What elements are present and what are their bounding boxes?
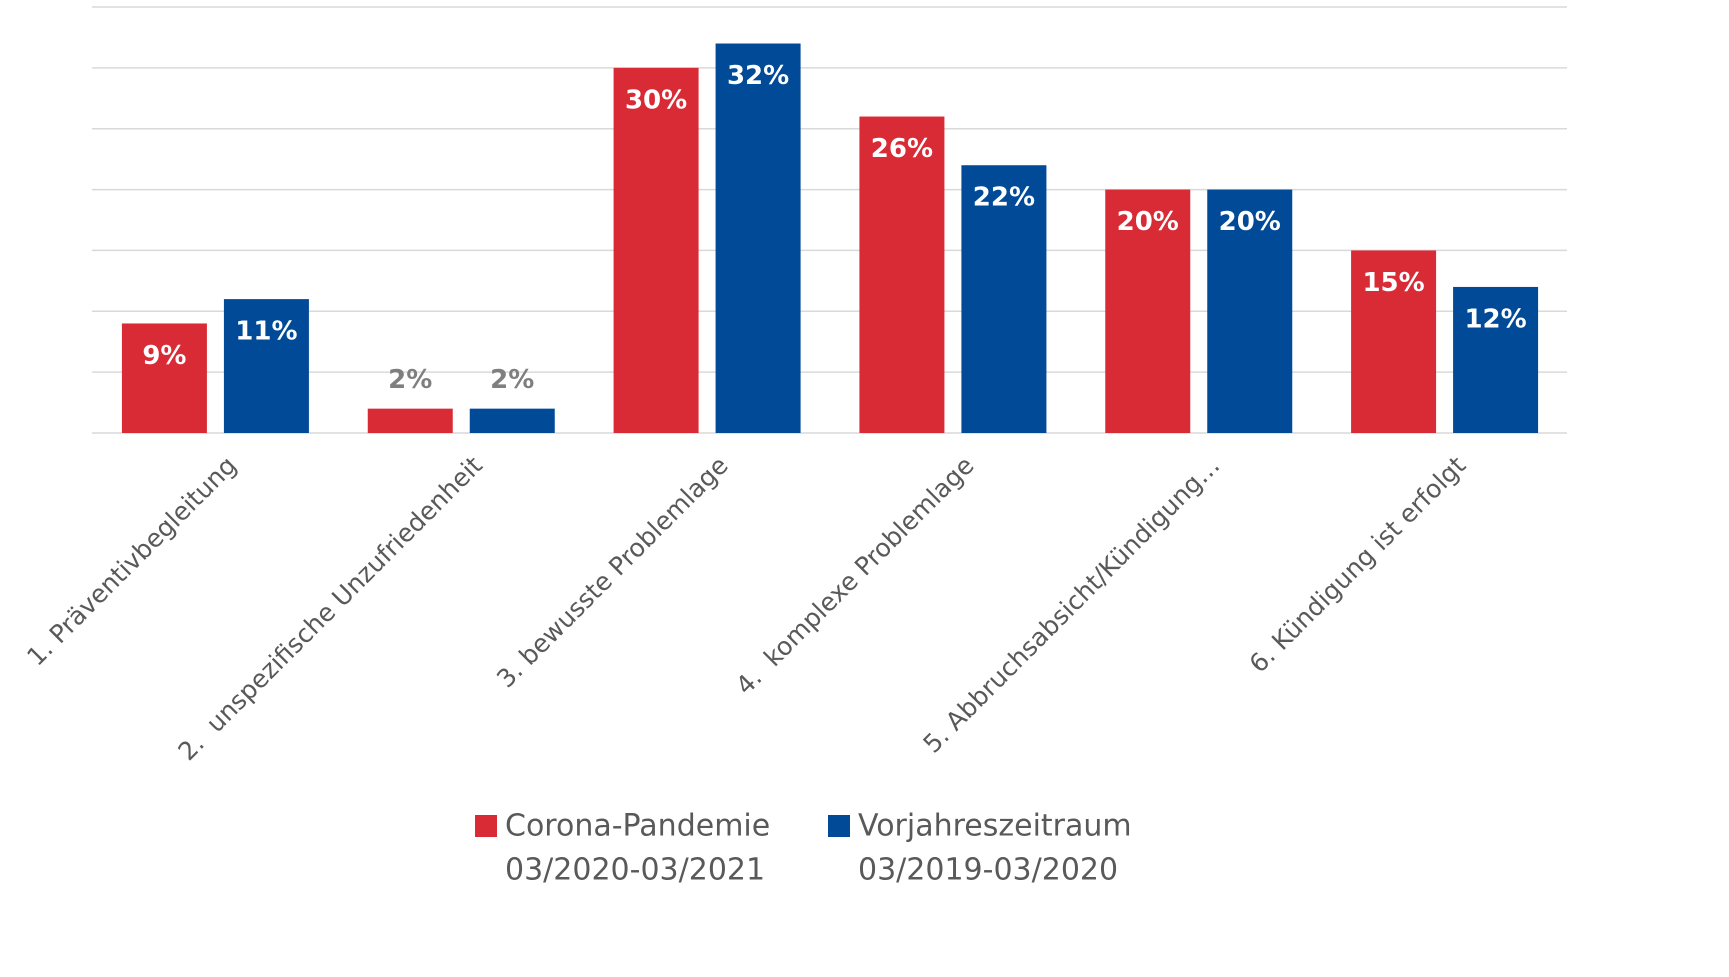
bar bbox=[1207, 189, 1293, 433]
bar bbox=[1453, 286, 1539, 433]
x-tick-label: 5. Abbruchsabsicht/Kündigung… bbox=[918, 451, 1226, 759]
bar bbox=[715, 43, 801, 434]
data-label: 2% bbox=[490, 365, 534, 395]
bar bbox=[367, 408, 453, 433]
data-label: 20% bbox=[1219, 207, 1281, 237]
bar bbox=[961, 165, 1047, 433]
legend-label: 03/2020-03/2021 bbox=[505, 853, 765, 888]
bar bbox=[469, 408, 555, 433]
bar bbox=[1105, 189, 1191, 433]
data-label: 32% bbox=[727, 61, 789, 91]
x-tick-label: 1. Präventivbegleitung bbox=[21, 451, 242, 672]
data-label: 20% bbox=[1117, 207, 1179, 237]
bar bbox=[613, 67, 699, 433]
x-tick-label: 3. bewusste Problemlage bbox=[491, 451, 734, 694]
legend-label: Corona-Pandemie bbox=[505, 809, 770, 844]
bar bbox=[1351, 250, 1437, 433]
legend-swatch bbox=[828, 815, 850, 837]
bar bbox=[121, 323, 207, 433]
data-label: 9% bbox=[142, 341, 186, 371]
x-tick-label: 6. Kündigung ist erfolgt bbox=[1244, 451, 1472, 679]
bar bbox=[223, 299, 309, 433]
x-tick-label: 2. unspezifische Unzufriedenheit bbox=[173, 451, 489, 767]
data-label: 26% bbox=[871, 134, 933, 164]
x-tick-label: 4. komplexe Problemlage bbox=[730, 451, 979, 700]
data-label: 11% bbox=[235, 317, 297, 347]
data-label: 15% bbox=[1362, 268, 1424, 298]
data-label: 22% bbox=[973, 183, 1035, 213]
legend-swatch bbox=[475, 815, 497, 837]
legend-label: Vorjahreszeitraum bbox=[858, 809, 1132, 844]
data-label: 2% bbox=[388, 365, 432, 395]
legend-label: 03/2019-03/2020 bbox=[858, 853, 1118, 888]
data-label: 12% bbox=[1464, 304, 1526, 334]
data-label: 30% bbox=[625, 85, 687, 115]
bar bbox=[859, 116, 945, 434]
